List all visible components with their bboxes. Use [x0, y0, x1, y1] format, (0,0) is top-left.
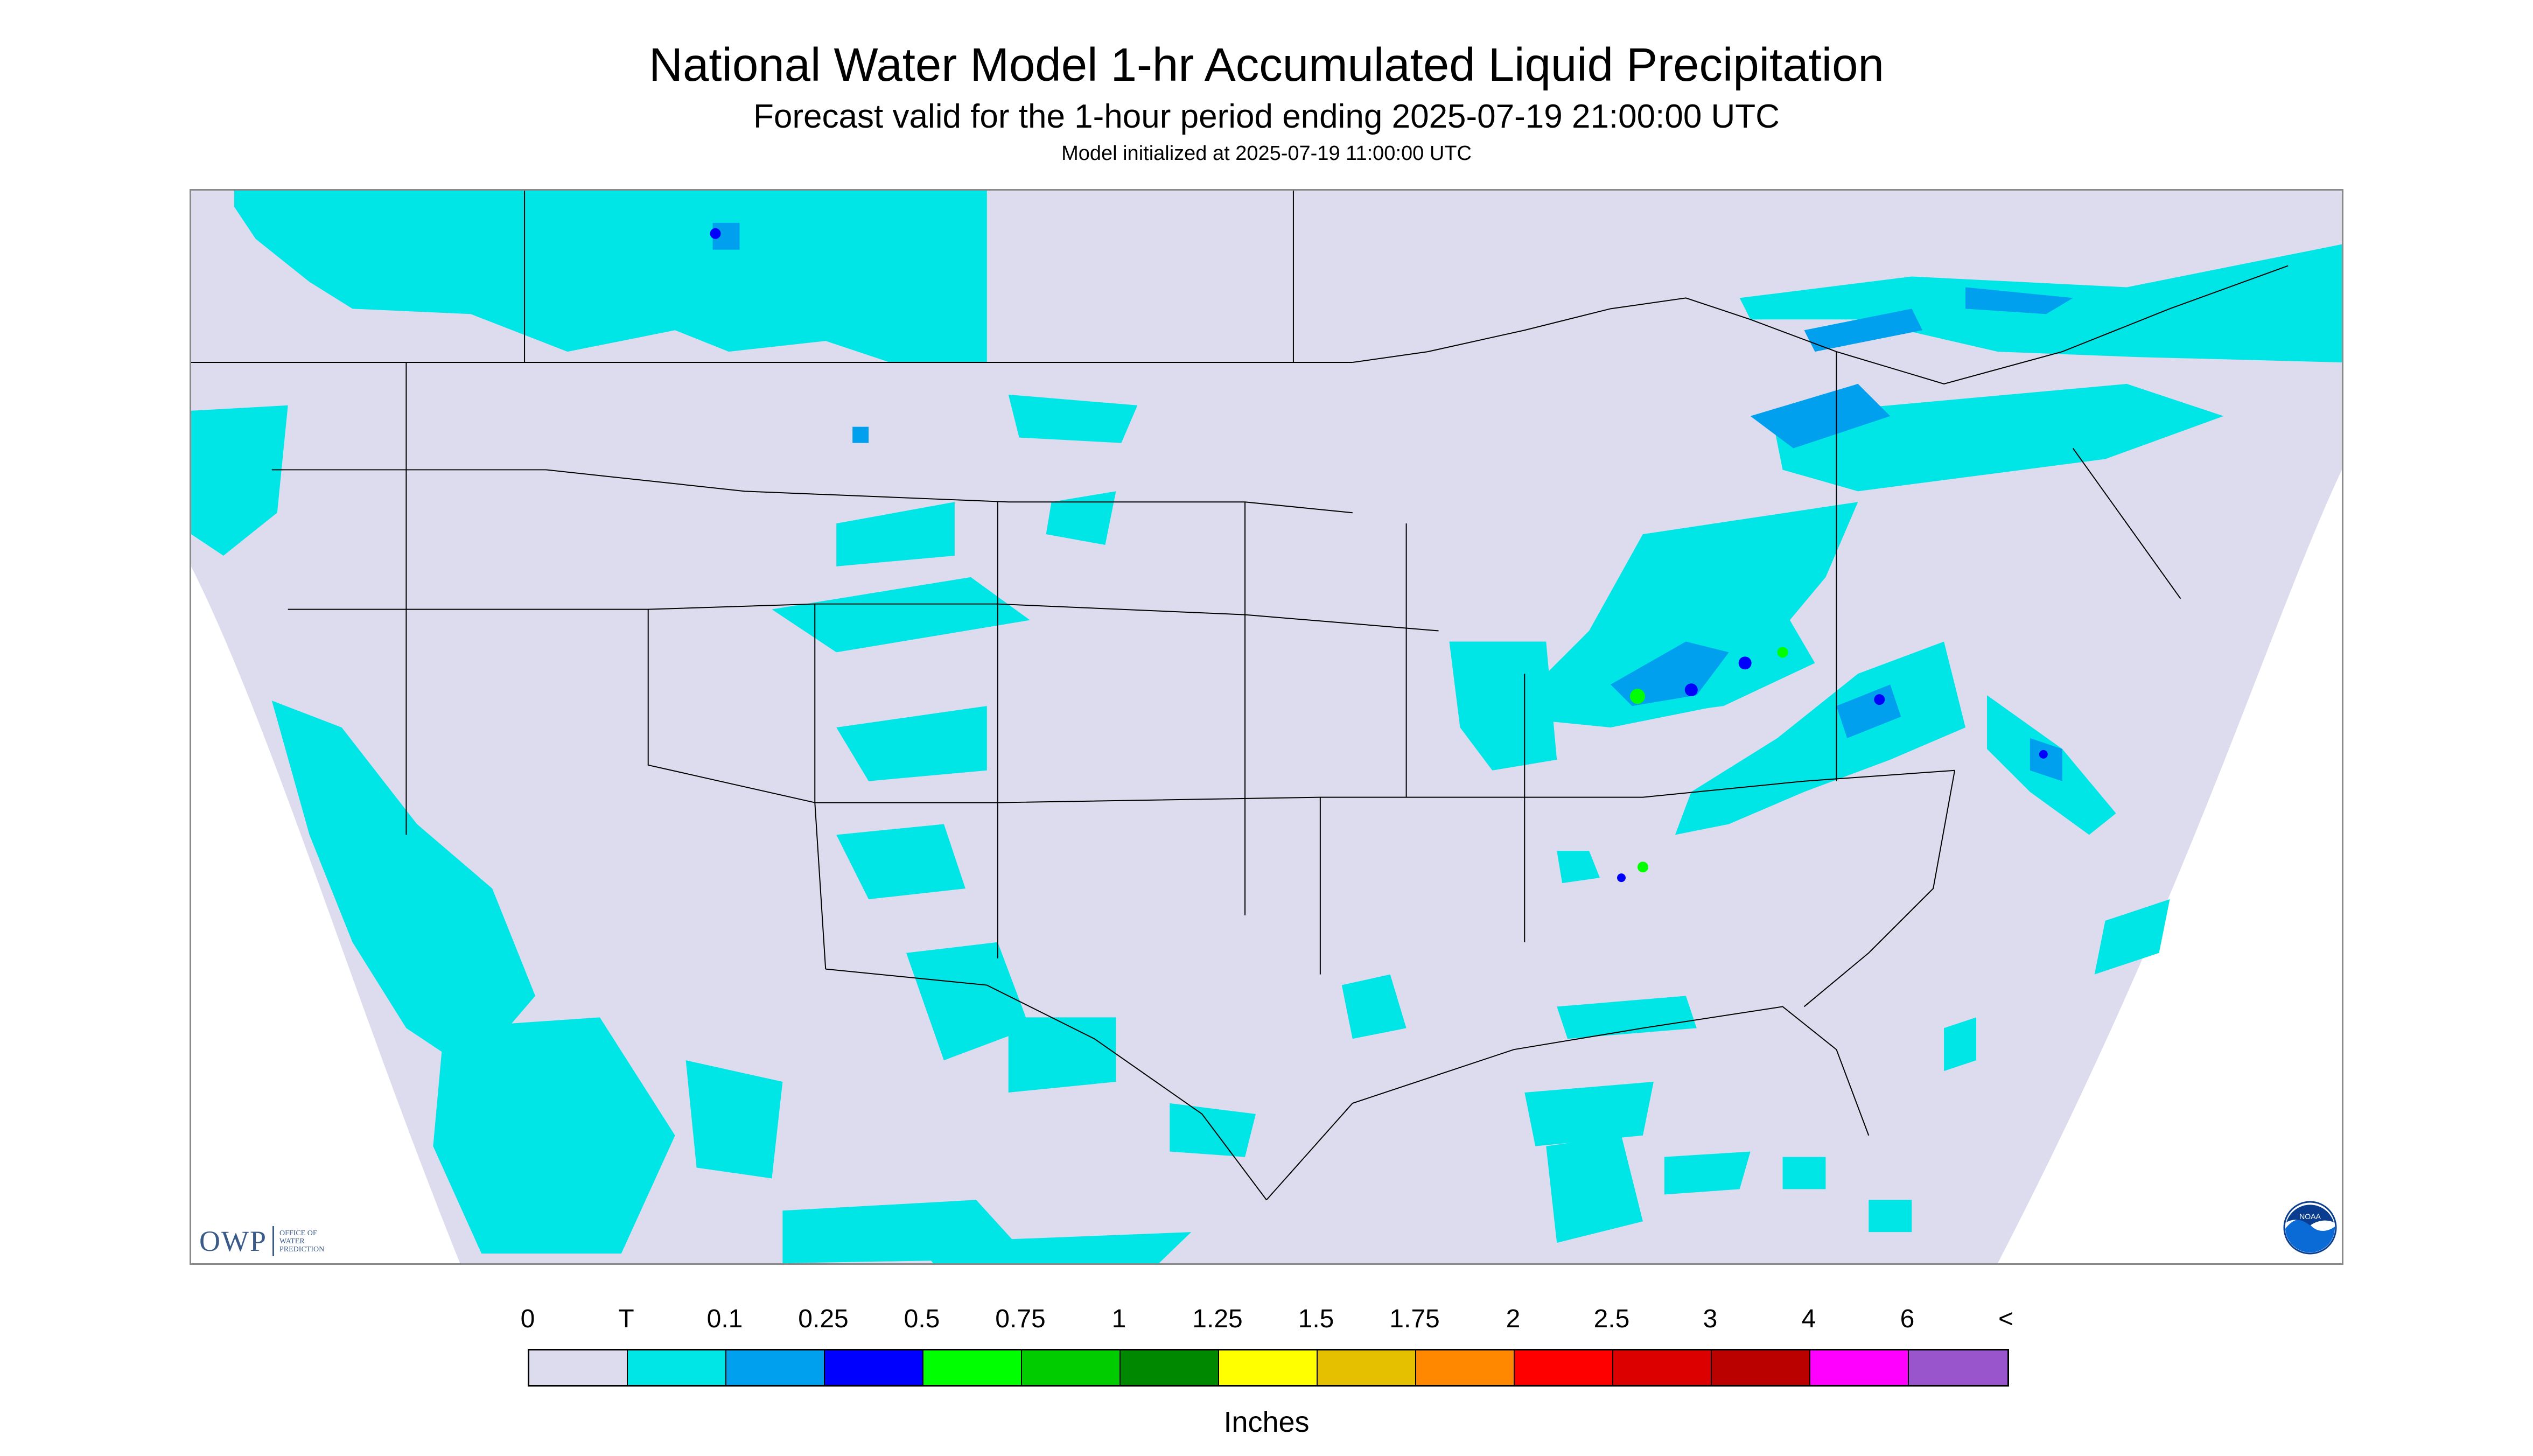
legend-swatch	[628, 1350, 726, 1385]
model-init-line: Model initialized at 2025-07-19 11:00:00…	[1061, 142, 1472, 165]
legend-label: 2	[1506, 1305, 1521, 1333]
legend-label: 4	[1801, 1305, 1816, 1333]
owp-logo-subtext: Office of Water Prediction	[279, 1229, 324, 1254]
noaa-logo-text: NOAA	[2299, 1212, 2321, 1221]
legend-swatch	[1810, 1350, 1909, 1385]
legend-swatch	[923, 1350, 1022, 1385]
precip-light-areas	[712, 222, 2073, 781]
legend-label: 1.75	[1389, 1305, 1440, 1333]
legend-swatch	[1318, 1350, 1416, 1385]
legend-label: 0	[520, 1305, 535, 1333]
precip-trace-areas	[191, 191, 2342, 1263]
legend-label: <	[1998, 1305, 2014, 1333]
forecast-valid-subtitle: Forecast valid for the 1-hour period end…	[753, 98, 1780, 135]
legend-swatch	[1022, 1350, 1121, 1385]
map-canvas	[191, 191, 2342, 1263]
legend-swatch	[1613, 1350, 1712, 1385]
owp-logo: OWP Office of Water Prediction	[199, 1225, 324, 1257]
legend-swatch	[1416, 1350, 1515, 1385]
legend-label: 0.25	[798, 1305, 849, 1333]
legend-label: T	[618, 1305, 634, 1333]
precip-heavy-cells	[710, 228, 2048, 883]
legend-color-bar	[528, 1349, 2009, 1387]
legend-swatch	[1515, 1350, 1613, 1385]
owp-logo-line-3: Prediction	[279, 1245, 325, 1254]
legend-label: 0.1	[706, 1305, 743, 1333]
owp-logo-text: OWP	[199, 1225, 267, 1257]
legend-swatch	[726, 1350, 825, 1385]
legend-swatch	[1121, 1350, 1219, 1385]
title-block: National Water Model 1-hr Accumulated Li…	[0, 36, 2533, 168]
noaa-logo: NOAA	[2283, 1201, 2337, 1255]
legend-label: 1	[1111, 1305, 1126, 1333]
political-boundaries	[191, 191, 2289, 1201]
legend-label: 0.5	[904, 1305, 940, 1333]
legend-swatch	[825, 1350, 923, 1385]
owp-logo-divider	[272, 1226, 274, 1256]
legend-label: 1.5	[1298, 1305, 1334, 1333]
legend-label: 6	[1900, 1305, 1915, 1333]
legend-units-label: Inches	[1223, 1406, 1310, 1438]
legend-swatch	[529, 1350, 628, 1385]
legend-label: 2.5	[1593, 1305, 1630, 1333]
map-title: National Water Model 1-hr Accumulated Li…	[649, 39, 1884, 91]
owp-logo-line-2: Water	[279, 1237, 305, 1245]
owp-logo-line-1: Office of	[279, 1229, 317, 1237]
precipitation-map	[190, 189, 2343, 1265]
legend-swatch	[1712, 1350, 1810, 1385]
legend-swatch	[1219, 1350, 1318, 1385]
legend-label: 0.75	[995, 1305, 1046, 1333]
legend-label: 3	[1703, 1305, 1718, 1333]
legend-swatch	[1909, 1350, 2007, 1385]
legend-label: 1.25	[1192, 1305, 1243, 1333]
legend-labels: 0 T 0.1 0.25 0.5 0.75 1 1.25 1.5 1.75 2 2.5 3 4 6 <	[521, 1304, 2014, 1336]
